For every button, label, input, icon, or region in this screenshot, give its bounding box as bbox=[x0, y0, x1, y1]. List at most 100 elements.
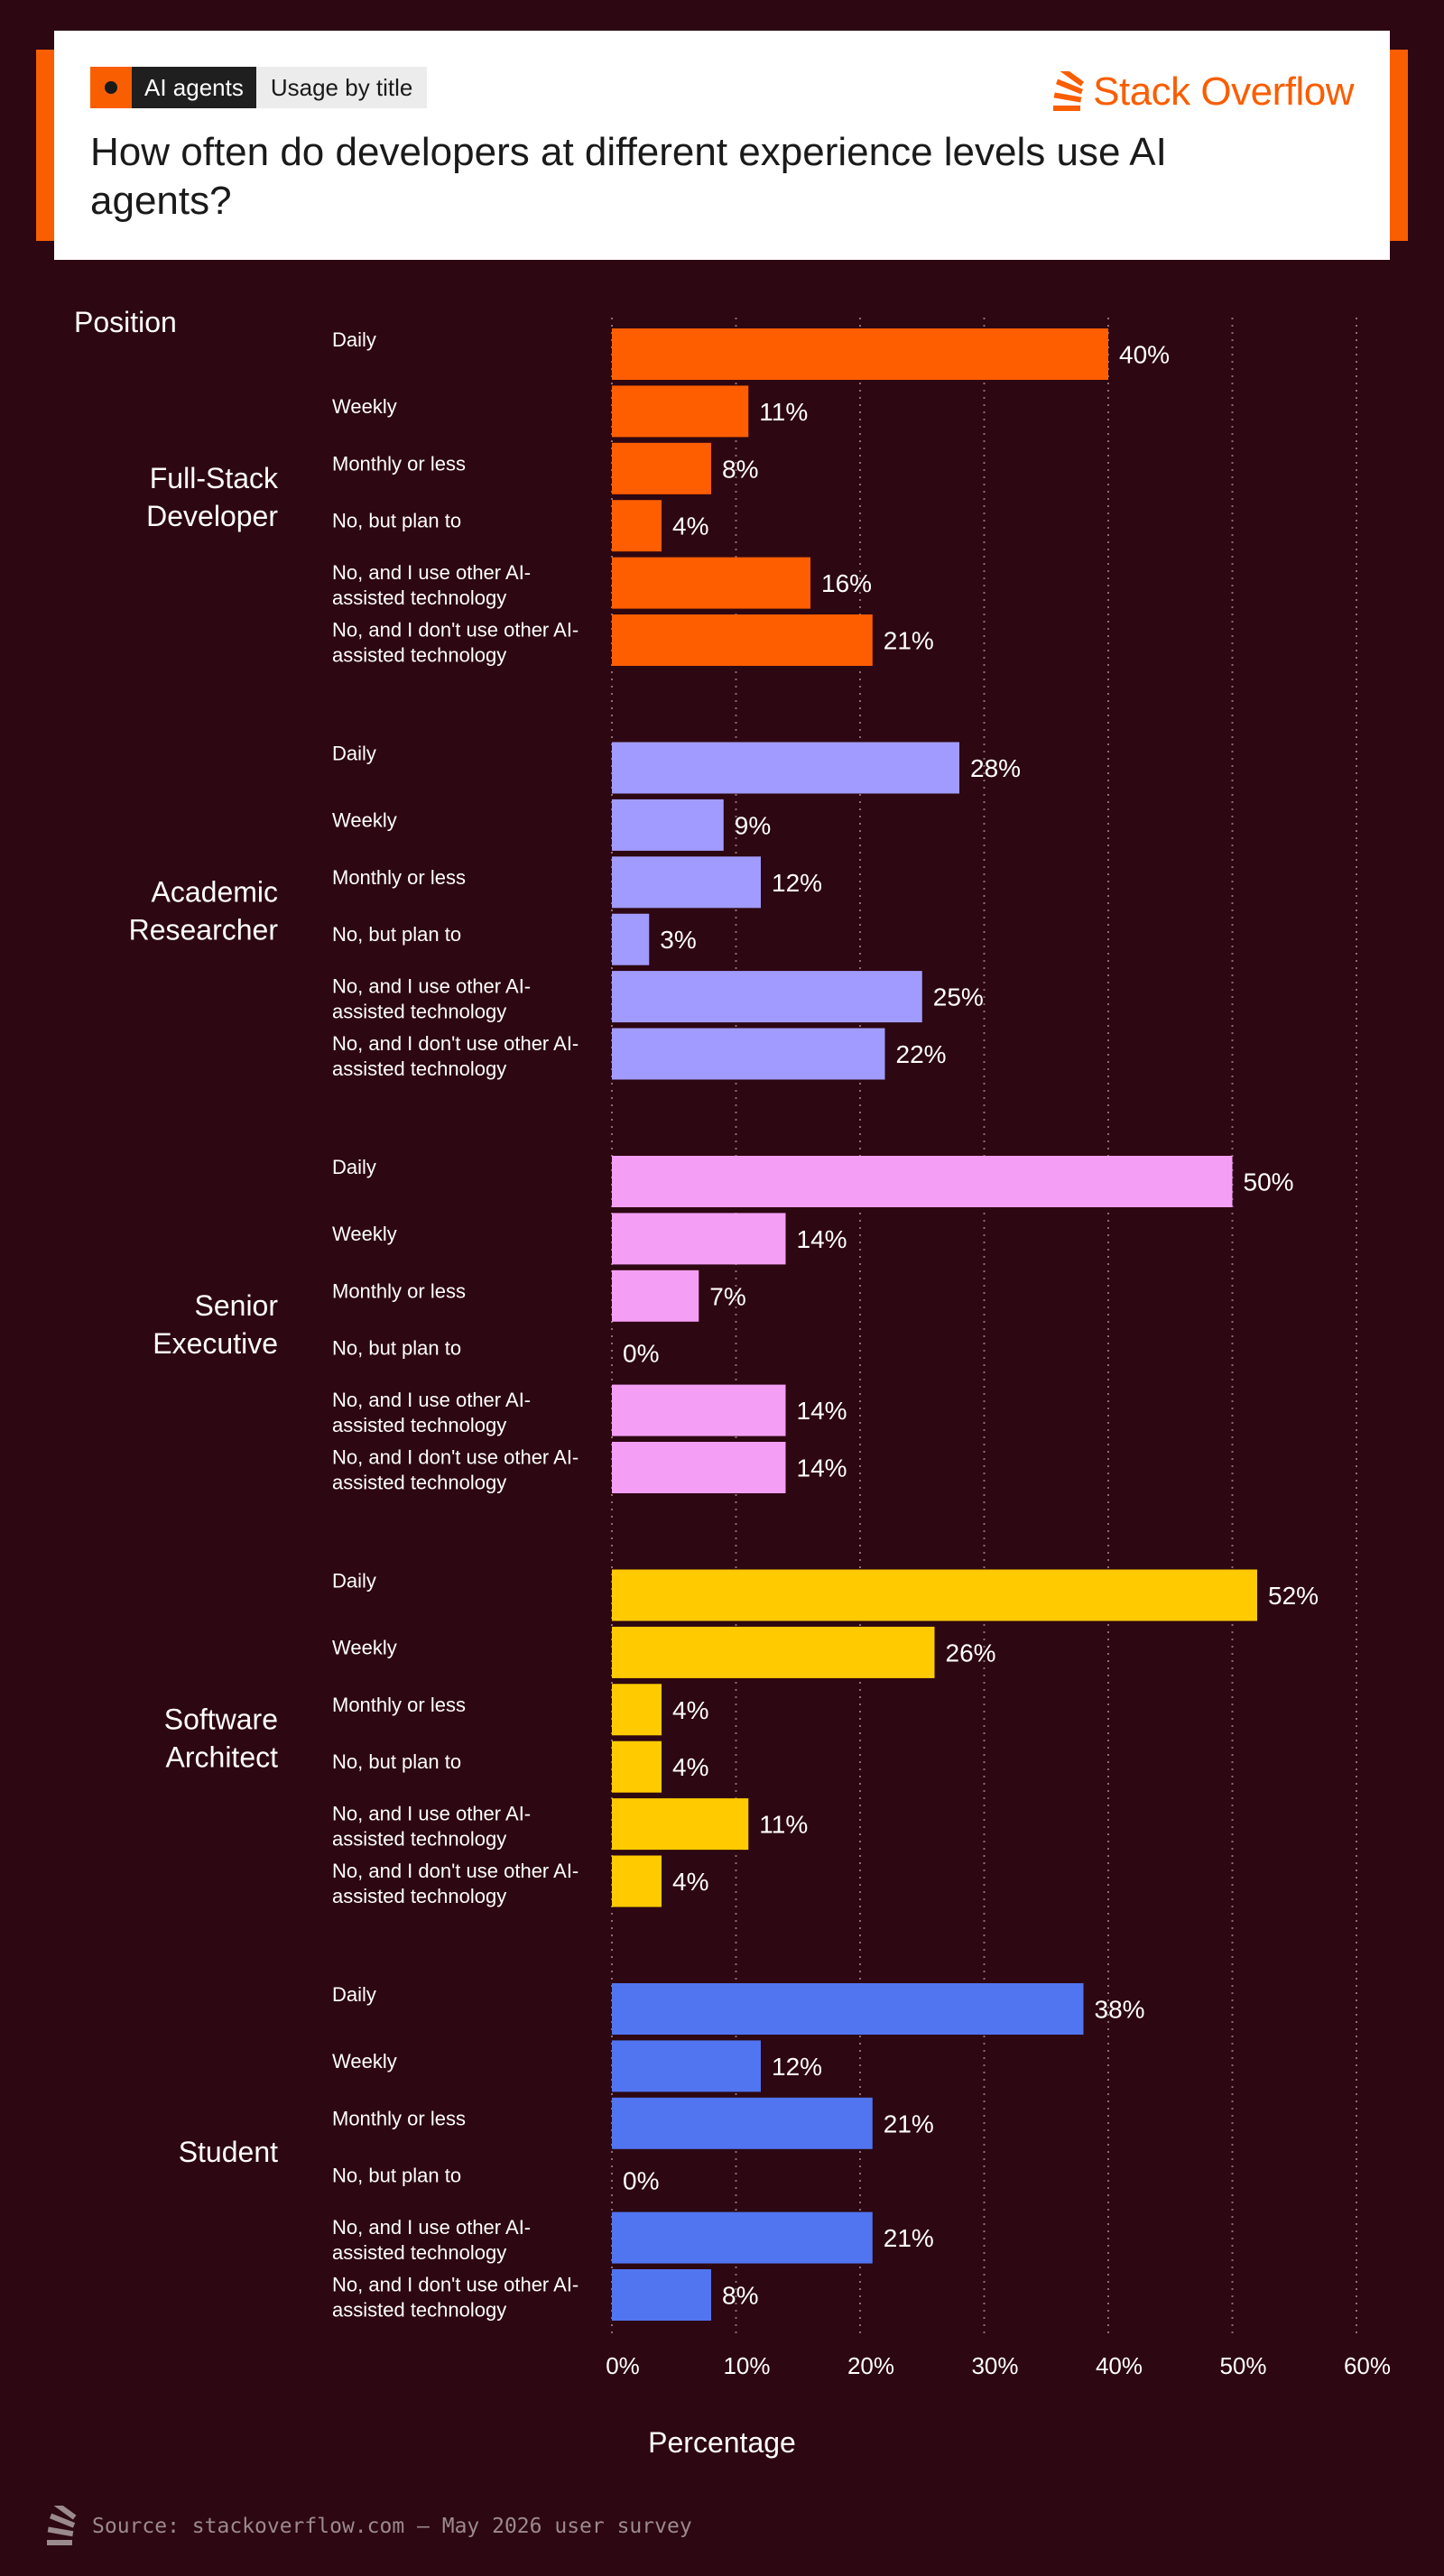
category-label: No, and I don't use other AI- bbox=[332, 1860, 579, 1882]
category-label: assisted technology bbox=[332, 1472, 506, 1494]
category-label: No, but plan to bbox=[332, 510, 461, 532]
bar bbox=[612, 2040, 761, 2092]
data-label: 4% bbox=[672, 1868, 708, 1896]
group-label: Senior bbox=[195, 1289, 279, 1322]
category-label: No, and I use other AI- bbox=[332, 975, 531, 998]
data-label: 9% bbox=[735, 811, 771, 839]
data-label: 14% bbox=[797, 1397, 847, 1425]
data-label: 7% bbox=[709, 1282, 745, 1310]
category-label: Weekly bbox=[332, 395, 397, 418]
category-label: No, and I use other AI- bbox=[332, 561, 531, 584]
data-label: 3% bbox=[660, 926, 696, 954]
category-label: Weekly bbox=[332, 1223, 397, 1245]
data-label: 21% bbox=[884, 2110, 934, 2137]
category-label: Daily bbox=[332, 1983, 376, 2006]
category-label: Weekly bbox=[332, 1636, 397, 1658]
x-tick-label: 10% bbox=[723, 2352, 770, 2379]
category-label: Weekly bbox=[332, 808, 397, 831]
category-label: assisted technology bbox=[332, 2299, 506, 2322]
bar bbox=[612, 557, 810, 609]
bar bbox=[612, 799, 724, 851]
bar bbox=[612, 442, 711, 494]
category-label: No, but plan to bbox=[332, 923, 461, 946]
category-label: Monthly or less bbox=[332, 1279, 466, 1302]
category-label: No, and I use other AI- bbox=[332, 2216, 531, 2239]
bar bbox=[612, 913, 650, 965]
data-label: 52% bbox=[1268, 1582, 1319, 1610]
category-label: assisted technology bbox=[332, 1414, 506, 1436]
bar bbox=[612, 2097, 873, 2149]
x-tick-label: 30% bbox=[971, 2352, 1018, 2379]
category-label: Monthly or less bbox=[332, 2107, 466, 2129]
data-label: 12% bbox=[772, 2053, 822, 2081]
data-label: 0% bbox=[623, 1340, 659, 1368]
bar bbox=[612, 1684, 662, 1736]
category-label: No, but plan to bbox=[332, 1750, 461, 1773]
group-label: Academic bbox=[152, 876, 279, 909]
data-label: 14% bbox=[797, 1225, 847, 1253]
data-label: 14% bbox=[797, 1454, 847, 1482]
group-label: Student bbox=[179, 2136, 278, 2168]
category-label: Monthly or less bbox=[332, 1694, 466, 1716]
tag-secondary: Usage by title bbox=[255, 67, 428, 108]
brand-name: Stack Overflow bbox=[1093, 69, 1354, 114]
data-label: 12% bbox=[772, 869, 822, 897]
data-label: 22% bbox=[896, 1040, 947, 1068]
data-label: 4% bbox=[672, 1753, 708, 1781]
data-label: 26% bbox=[946, 1639, 996, 1667]
category-label: No, and I don't use other AI- bbox=[332, 2274, 579, 2296]
category-label: Daily bbox=[332, 328, 376, 351]
x-tick-label: 50% bbox=[1219, 2352, 1266, 2379]
page-title: How often do developers at different exp… bbox=[90, 130, 1167, 223]
bar bbox=[612, 1626, 935, 1678]
stack-overflow-icon bbox=[1053, 71, 1085, 111]
category-label: assisted technology bbox=[332, 2241, 506, 2264]
bar bbox=[612, 971, 922, 1023]
category-label: Monthly or less bbox=[332, 866, 466, 889]
group-label: Full-Stack bbox=[150, 462, 279, 494]
bar bbox=[612, 1798, 749, 1851]
bar bbox=[612, 1028, 885, 1080]
bar bbox=[612, 614, 873, 666]
stack-overflow-mark-icon bbox=[47, 2506, 77, 2545]
group-label: Executive bbox=[153, 1327, 278, 1360]
bar bbox=[612, 1384, 786, 1436]
topic-tags: AI agents Usage by title bbox=[90, 67, 428, 108]
group-label: Software bbox=[164, 1703, 278, 1736]
category-label: Daily bbox=[332, 1156, 376, 1178]
category-label: No, and I don't use other AI- bbox=[332, 1446, 579, 1469]
bar bbox=[612, 2211, 873, 2264]
category-label: assisted technology bbox=[332, 644, 506, 667]
category-label: Daily bbox=[332, 1570, 376, 1593]
data-label: 38% bbox=[1095, 1996, 1145, 2024]
category-label: No, and I don't use other AI- bbox=[332, 1032, 579, 1055]
category-label: assisted technology bbox=[332, 1828, 506, 1851]
group-label: Developer bbox=[146, 500, 278, 532]
tag-dot-icon bbox=[90, 67, 132, 108]
category-label: No, and I use other AI- bbox=[332, 1389, 531, 1411]
bar bbox=[612, 1213, 786, 1265]
data-label: 8% bbox=[722, 455, 758, 483]
data-label: 25% bbox=[933, 983, 984, 1011]
category-label: Weekly bbox=[332, 2050, 397, 2073]
bar bbox=[612, 328, 1108, 380]
bar bbox=[612, 1270, 699, 1322]
data-label: 40% bbox=[1119, 341, 1170, 369]
x-tick-label: 0% bbox=[606, 2352, 640, 2379]
header-card: AI agents Usage by title Stack Overflow … bbox=[54, 31, 1390, 260]
data-label: 21% bbox=[884, 2224, 934, 2252]
bar bbox=[612, 385, 749, 438]
footer: Source: stackoverflow.com – May 2026 use… bbox=[43, 2505, 692, 2548]
x-tick-label: 60% bbox=[1344, 2352, 1391, 2379]
x-axis-title: Percentage bbox=[648, 2426, 796, 2459]
data-label: 50% bbox=[1244, 1168, 1294, 1196]
bar bbox=[612, 1855, 662, 1907]
group-axis-title: Position bbox=[74, 306, 177, 338]
bar bbox=[612, 2269, 711, 2321]
bar bbox=[612, 500, 662, 552]
data-label: 8% bbox=[722, 2282, 758, 2310]
category-label: Daily bbox=[332, 743, 376, 765]
source-note: Source: stackoverflow.com – May 2026 use… bbox=[92, 2515, 692, 2538]
bar-chart: Position Full-Stack Developer Daily 40% Weekl… bbox=[74, 306, 1391, 2459]
category-label: No, and I use other AI- bbox=[332, 1803, 531, 1825]
